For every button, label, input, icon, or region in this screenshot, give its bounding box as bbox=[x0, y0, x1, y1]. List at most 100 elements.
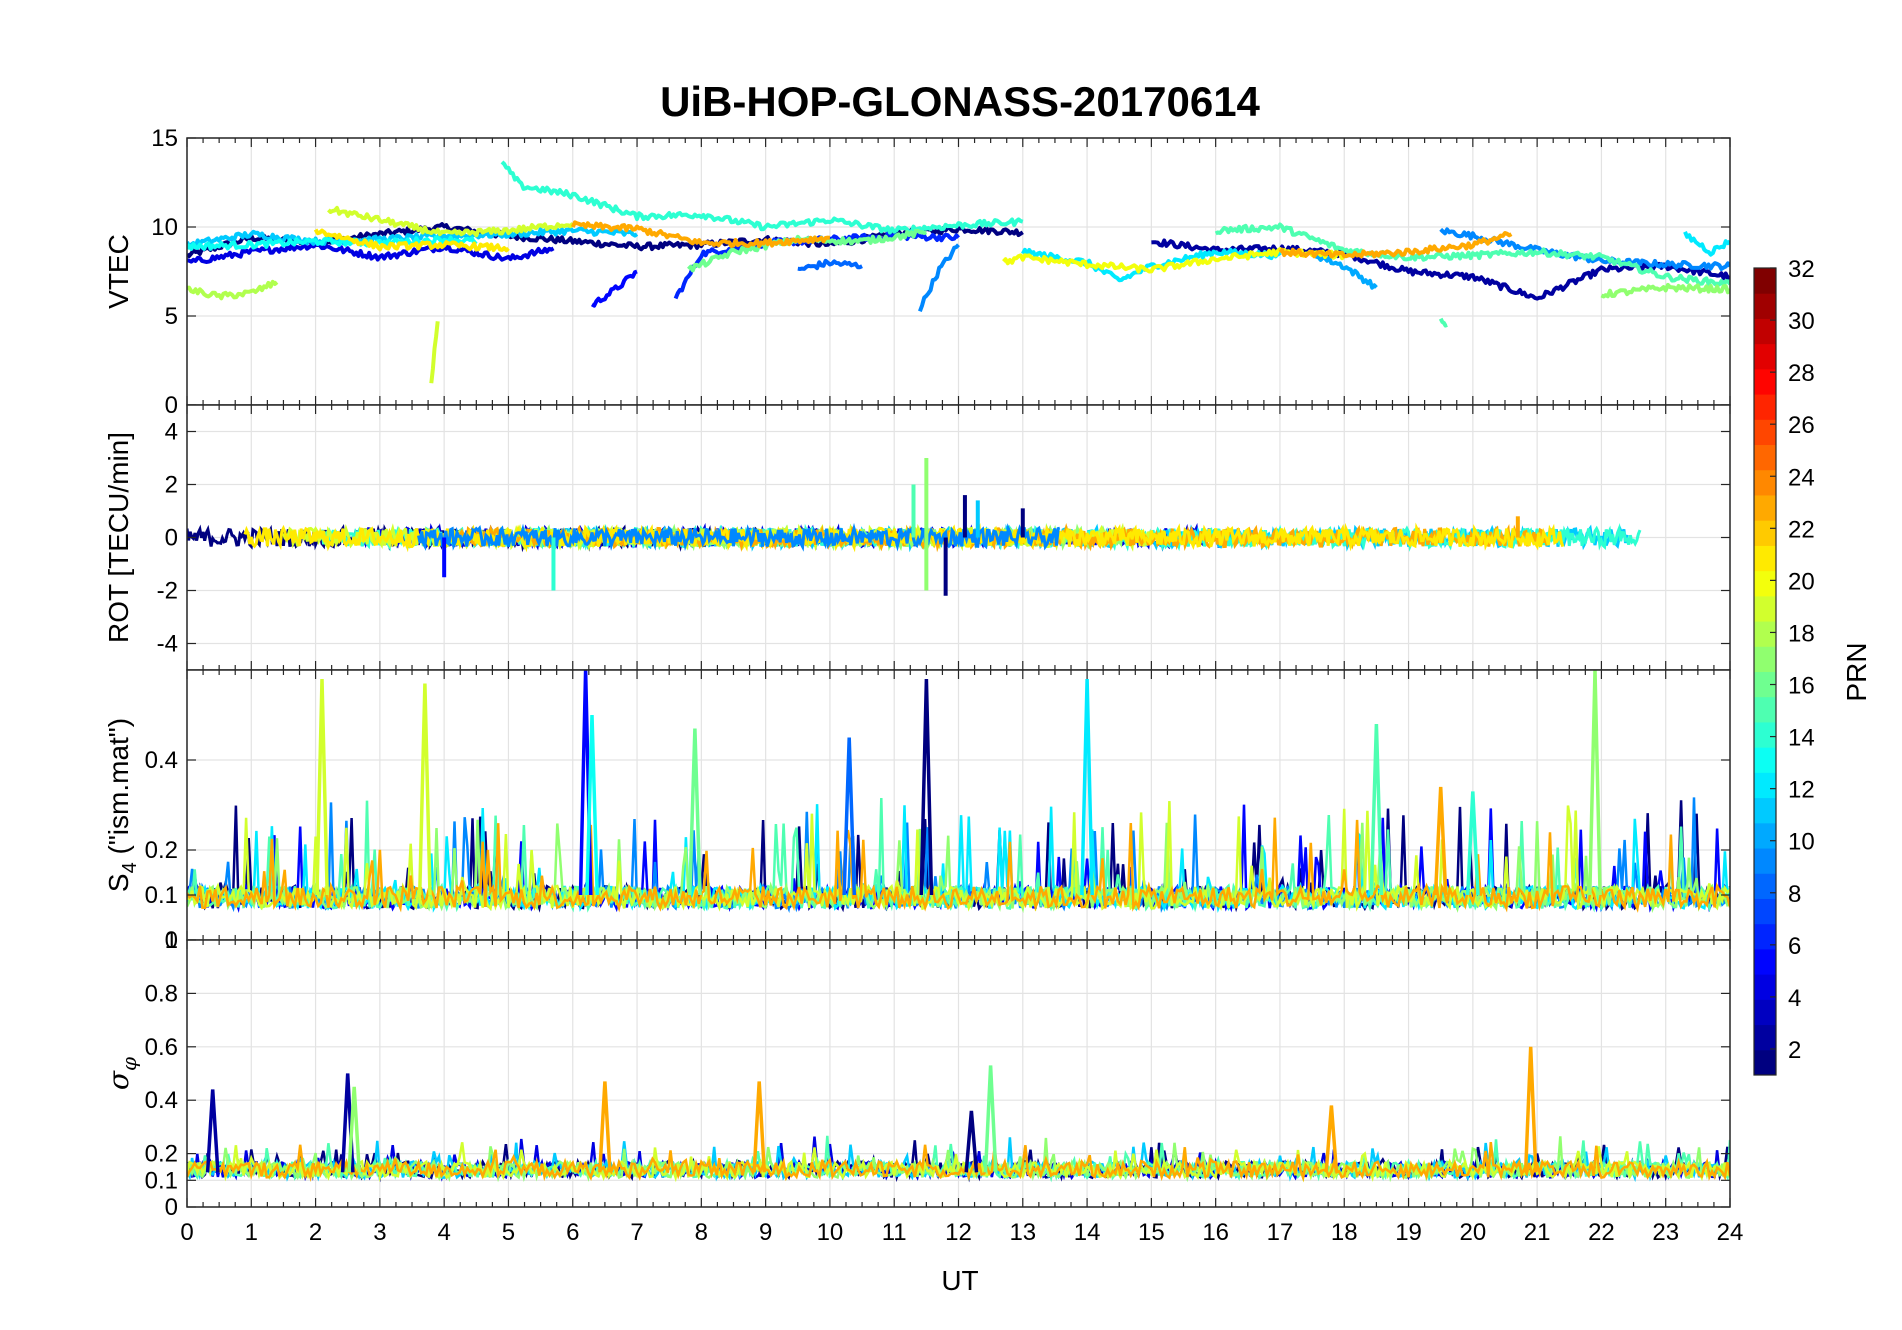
s4-series-prn-19 bbox=[187, 801, 1730, 912]
colorbar-tick-label: 14 bbox=[1788, 725, 1815, 752]
s4-peak-5 bbox=[688, 728, 702, 896]
s4-peak-7 bbox=[919, 678, 934, 896]
x-tick-label: 14 bbox=[1074, 1219, 1101, 1246]
panels: 0 5 10 15 VTEC -4 -2 0 2 4 ROT [TECU/min] 0 0.1 0.2 0.… bbox=[102, 125, 1731, 1221]
x-tick-label: 3 bbox=[373, 1219, 386, 1246]
panel-3-data bbox=[187, 670, 1730, 914]
vtec-series-prn-15 bbox=[1214, 222, 1730, 288]
x-tick-label: 16 bbox=[1202, 1219, 1229, 1246]
s4-peak-10 bbox=[1465, 791, 1480, 896]
vtec-series-prn-14 bbox=[500, 160, 1024, 235]
vtec-series-prn-19 bbox=[429, 321, 440, 384]
colorbar-tick-label: 22 bbox=[1788, 516, 1815, 543]
x-axis-label: UT bbox=[941, 1265, 978, 1296]
sigma-peak-9 bbox=[964, 1110, 979, 1173]
vtec-series-prn-8 bbox=[797, 258, 863, 271]
y-tick-label: 0 bbox=[165, 392, 178, 419]
y-tick-label: 0.2 bbox=[145, 837, 178, 864]
chart-title: UiB-HOP-GLONASS-20170614 bbox=[660, 78, 1260, 125]
x-tick-label: 19 bbox=[1395, 1219, 1422, 1246]
colorbar-tick-label: 4 bbox=[1788, 985, 1801, 1012]
x-tick-label: 18 bbox=[1331, 1219, 1358, 1246]
y-tick-label: 0.1 bbox=[145, 1167, 178, 1194]
y-tick-label: 0.6 bbox=[145, 1034, 178, 1061]
y-tick-label: 4 bbox=[165, 419, 178, 446]
colorbar-label: PRN bbox=[1841, 642, 1872, 701]
sigma-peak-2 bbox=[347, 1086, 362, 1173]
vtec-series-prn-9 bbox=[918, 243, 960, 312]
y-tick-label: -2 bbox=[157, 578, 178, 605]
s4-peak-12 bbox=[1369, 723, 1384, 896]
x-tick-label: 9 bbox=[759, 1219, 772, 1246]
y-tick-label: 0 bbox=[165, 927, 178, 954]
rot-series-prn-9 bbox=[417, 522, 1061, 552]
x-tick-label: 6 bbox=[566, 1219, 579, 1246]
x-tick-label: 15 bbox=[1138, 1219, 1165, 1246]
x-tick-label: 5 bbox=[502, 1219, 515, 1246]
panel-4-data bbox=[187, 1046, 1730, 1183]
x-tick-label: 8 bbox=[695, 1219, 708, 1246]
panel-2: -4 -2 0 2 4 ROT [TECU/min] bbox=[103, 404, 1731, 671]
colorbar-tick-label: 20 bbox=[1788, 568, 1815, 595]
y-axis-label: VTEC bbox=[103, 234, 134, 309]
s4-peak-11 bbox=[1433, 786, 1448, 896]
colorbar-tick-label: 8 bbox=[1788, 881, 1801, 908]
y-tick-label: 5 bbox=[165, 303, 178, 330]
vtec-series-prn-10 bbox=[1311, 250, 1378, 290]
colorbar-tick-label: 6 bbox=[1788, 933, 1801, 960]
panel-1-data bbox=[187, 160, 1730, 384]
sigma-peak-3 bbox=[205, 1089, 220, 1173]
x-tick-label: 0 bbox=[180, 1219, 193, 1246]
colorbar-tick-label: 24 bbox=[1788, 464, 1815, 491]
y-tick-label: 15 bbox=[151, 125, 178, 152]
vtec-series-prn-11 bbox=[187, 226, 639, 249]
vtec-series-prn-23 bbox=[1278, 231, 1513, 259]
panel-3: 0 0.1 0.2 0.4S4 ("ism.mat") bbox=[103, 669, 1731, 954]
colorbar-tick-label: 32 bbox=[1788, 256, 1815, 283]
y-tick-label: 2 bbox=[165, 472, 178, 499]
y-axis-label: ROT [TECU/min] bbox=[103, 432, 134, 643]
vtec-series-prn-5 bbox=[590, 269, 638, 308]
colorbar-tick-label: 10 bbox=[1788, 829, 1815, 856]
sigma-series-prn-17 bbox=[187, 1136, 1730, 1183]
x-tick-label: 12 bbox=[945, 1219, 972, 1246]
vtec-series-prn-17 bbox=[1600, 282, 1730, 299]
x-tick-label: 13 bbox=[1009, 1219, 1036, 1246]
vtec-series-prn-21 bbox=[313, 228, 510, 253]
colorbar-tick-label: 2 bbox=[1788, 1037, 1801, 1064]
y-tick-label: 0.4 bbox=[145, 747, 178, 774]
x-tick-label: 22 bbox=[1588, 1219, 1615, 1246]
y-tick-label: 0.4 bbox=[145, 1087, 178, 1114]
y-tick-label: 0.1 bbox=[145, 882, 178, 909]
colorbar-tick-label: 16 bbox=[1788, 673, 1815, 700]
y-tick-label: -4 bbox=[157, 631, 178, 658]
x-tick-label: 24 bbox=[1717, 1219, 1744, 1246]
x-tick-label: 7 bbox=[630, 1219, 643, 1246]
x-tick-label: 1 bbox=[245, 1219, 258, 1246]
vtec-series-prn-12 bbox=[1683, 231, 1730, 257]
sigma-series-prn-23 bbox=[187, 1141, 1730, 1183]
sigma-peak-4 bbox=[598, 1081, 612, 1173]
sigma-peak-6 bbox=[983, 1065, 998, 1173]
x-tick-label: 11 bbox=[882, 1219, 907, 1246]
panel-2-data bbox=[187, 458, 1642, 596]
y-tick-label: 1 bbox=[165, 927, 178, 954]
colorbar-tick-label: 18 bbox=[1788, 620, 1815, 647]
vtec-series-prn-23 bbox=[570, 220, 830, 249]
colorbar-tick-label: 28 bbox=[1788, 360, 1815, 387]
colorbar-tick-label: 12 bbox=[1788, 777, 1815, 804]
y-tick-label: 10 bbox=[151, 214, 178, 241]
x-axis: 0 1 2 3 4 5 6 7 8 9 10 11 12 13 14 15 16 17 18 19 20 21 22 23 24 bbox=[180, 1219, 1743, 1246]
sigma-peak-8 bbox=[1523, 1046, 1538, 1173]
y-tick-label: 0.8 bbox=[145, 980, 178, 1007]
colorbar-tick-label: 30 bbox=[1788, 308, 1815, 335]
x-tick-label: 20 bbox=[1459, 1219, 1486, 1246]
y-tick-label: 0 bbox=[165, 525, 178, 552]
vtec-series-prn-4 bbox=[187, 242, 555, 264]
x-tick-label: 17 bbox=[1267, 1219, 1294, 1246]
y-axis-label: σφ bbox=[102, 1057, 141, 1090]
vtec-series-prn-18 bbox=[187, 279, 279, 301]
